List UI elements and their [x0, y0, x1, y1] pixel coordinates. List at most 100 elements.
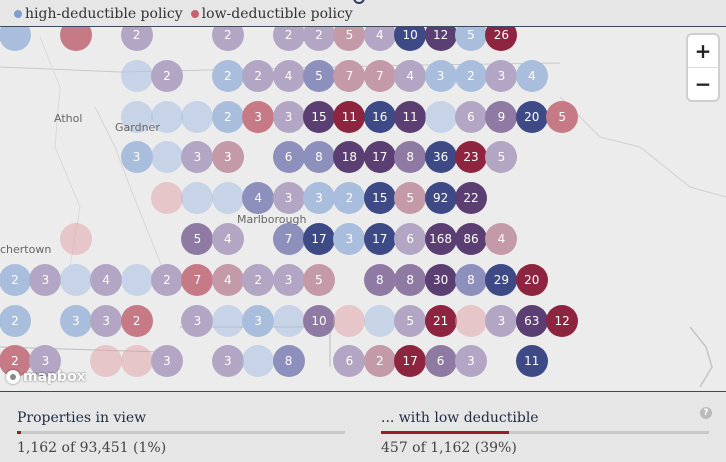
hex-cell[interactable]: 3 — [485, 304, 518, 337]
hex-cell[interactable]: 92 — [424, 182, 457, 215]
hex-cell[interactable]: 5 — [394, 304, 427, 337]
hex-cell[interactable]: 20 — [515, 100, 548, 133]
hex-cell[interactable] — [59, 263, 92, 296]
hex-cell[interactable]: 4 — [242, 182, 275, 215]
hex-cell[interactable]: 3 — [181, 304, 214, 337]
hex-cell[interactable]: 15 — [363, 182, 396, 215]
hex-cell[interactable]: 2 — [211, 59, 244, 92]
hex-cell[interactable]: 4 — [515, 59, 548, 92]
hex-cell[interactable] — [211, 304, 244, 337]
hex-cell[interactable] — [120, 100, 153, 133]
hex-cell[interactable]: 4 — [394, 59, 427, 92]
hex-cell[interactable] — [363, 304, 396, 337]
hex-cell[interactable] — [151, 182, 183, 215]
hex-cell[interactable]: 3 — [485, 59, 518, 92]
hex-cell[interactable] — [120, 345, 153, 378]
hex-cell[interactable]: 3 — [90, 304, 123, 337]
hex-cell[interactable]: 5 — [485, 141, 518, 174]
hex-cell[interactable]: 17 — [363, 223, 396, 255]
hex-cell[interactable]: 6 — [455, 100, 487, 133]
hex-cell[interactable]: 8 — [455, 263, 487, 296]
hex-cell[interactable]: 7 — [333, 59, 366, 92]
hex-cell[interactable]: 2 — [455, 59, 487, 92]
hex-cell[interactable]: 5 — [303, 59, 335, 92]
hex-cell[interactable]: 5 — [546, 100, 579, 133]
hex-cell[interactable]: 6 — [424, 345, 457, 378]
zoom-in-button[interactable]: + — [694, 39, 712, 63]
hex-cell[interactable]: 7 — [181, 263, 214, 296]
hex-cell[interactable]: 9 — [485, 100, 518, 133]
hex-cell[interactable]: 26 — [485, 27, 518, 51]
hex-cell[interactable]: 15 — [303, 100, 335, 133]
hex-cell[interactable]: 2 — [0, 304, 31, 337]
hex-cell[interactable]: 3 — [424, 59, 457, 92]
hex-cell[interactable]: 6 — [333, 345, 366, 378]
hex-cell[interactable]: 29 — [485, 263, 518, 296]
hex-cell[interactable]: 2 — [0, 345, 31, 378]
hex-cell[interactable] — [59, 223, 92, 255]
hex-cell[interactable] — [272, 304, 305, 337]
hex-cell[interactable] — [151, 141, 183, 174]
hex-cell[interactable]: 8 — [363, 263, 396, 296]
hex-cell[interactable]: 6 — [272, 141, 305, 174]
hex-cell[interactable]: 23 — [455, 141, 487, 174]
hex-cell[interactable]: 4 — [211, 263, 244, 296]
hex-cell[interactable]: 3 — [333, 223, 366, 255]
hex-cell[interactable]: 2 — [242, 59, 275, 92]
hex-cell[interactable]: 3 — [29, 345, 62, 378]
hex-cell[interactable]: 36 — [424, 141, 457, 174]
hex-cell[interactable] — [181, 100, 214, 133]
hex-cell[interactable] — [151, 100, 183, 133]
hex-cell[interactable]: 20 — [515, 263, 548, 296]
hex-cell[interactable]: 3 — [151, 345, 183, 378]
hex-cell[interactable]: 16 — [363, 100, 396, 133]
map[interactable]: 2 2 2 2 5 4 10 12 5 26 2 2 2 4 5 7 7 4 3 2 3 4 2 3 3 15 11 16 11 6 9 20… — [0, 27, 726, 391]
hex-cell[interactable] — [211, 182, 244, 215]
hex-cell[interactable] — [242, 345, 275, 378]
hex-cell[interactable]: 3 — [59, 304, 92, 337]
hex-cell[interactable]: 3 — [29, 263, 62, 296]
hex-cell[interactable]: 17 — [363, 141, 396, 174]
hex-cell[interactable]: 8 — [272, 345, 305, 378]
hex-cell[interactable]: 7 — [272, 223, 305, 255]
mapbox-logo[interactable]: mapbox — [6, 369, 86, 385]
hex-cell[interactable]: 10 — [394, 27, 427, 51]
hex-cell[interactable]: 4 — [485, 223, 518, 255]
hex-cell[interactable]: 5 — [181, 223, 214, 255]
hex-cell[interactable]: 3 — [181, 141, 214, 174]
hex-cell[interactable]: 5 — [303, 263, 335, 296]
hex-cell[interactable]: 63 — [515, 304, 548, 337]
hex-cell[interactable]: 12 — [424, 27, 457, 51]
hex-cell[interactable]: 12 — [546, 304, 579, 337]
hex-cell[interactable] — [424, 100, 457, 133]
hex-cell[interactable]: 3 — [272, 182, 305, 215]
hex-cell[interactable]: 6 — [394, 223, 427, 255]
hex-cell[interactable]: 3 — [242, 304, 275, 337]
hex-cell[interactable]: 2 — [120, 304, 153, 337]
hex-cell[interactable] — [120, 59, 153, 92]
hex-cell[interactable]: 17 — [303, 223, 335, 255]
hex-cell[interactable]: 3 — [242, 100, 275, 133]
hex-cell[interactable]: 22 — [455, 182, 487, 215]
hex-cell[interactable]: 168 — [424, 223, 457, 255]
hex-cell[interactable]: 2 — [333, 182, 366, 215]
hex-cell[interactable] — [120, 263, 153, 296]
hex-cell[interactable]: 2 — [242, 263, 275, 296]
hex-cell[interactable] — [90, 345, 123, 378]
hex-cell[interactable]: 2 — [363, 345, 396, 378]
hex-cell[interactable]: 11 — [333, 100, 366, 133]
hex-cell[interactable] — [333, 304, 366, 337]
hex-cell[interactable]: 10 — [303, 304, 335, 337]
hex-cell[interactable]: 8 — [394, 263, 427, 296]
hex-cell[interactable]: 7 — [363, 59, 396, 92]
hex-cell[interactable]: 2 — [303, 27, 335, 51]
hex-cell[interactable]: 3 — [211, 345, 244, 378]
hex-cell[interactable]: 11 — [394, 100, 427, 133]
hex-cell[interactable]: 4 — [90, 263, 123, 296]
hex-cell[interactable]: 86 — [455, 223, 487, 255]
hex-cell[interactable]: 3 — [272, 100, 305, 133]
hex-cell[interactable]: 3 — [120, 141, 153, 174]
hex-cell[interactable]: 2 — [151, 263, 183, 296]
hex-cell[interactable]: 2 — [151, 59, 183, 92]
hex-cell[interactable]: 3 — [211, 141, 244, 174]
